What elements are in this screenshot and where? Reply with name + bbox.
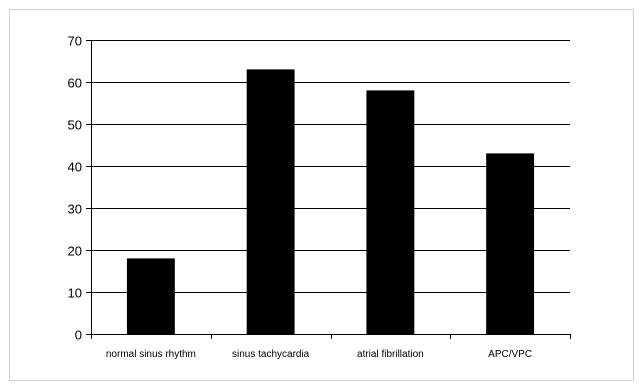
y-tick-label: 30 [68, 202, 82, 217]
axes [86, 40, 571, 339]
y-tick-labels: 0 10 20 30 40 50 60 70 [68, 34, 82, 343]
y-tick-label: 40 [68, 160, 82, 175]
bar [486, 153, 535, 334]
x-tick-label: normal sinus rhythm [106, 349, 196, 360]
y-tick-label: 70 [68, 34, 82, 49]
bars [126, 69, 535, 335]
y-tick-label: 0 [75, 328, 82, 343]
x-tick-label: atrial fibrillation [357, 349, 424, 360]
x-tick-label: sinus tachycardia [232, 349, 310, 360]
y-tick-label: 20 [68, 244, 82, 259]
bar [126, 258, 175, 334]
x-tick-labels: normal sinus rhythm sinus tachycardia atri… [106, 349, 532, 360]
bar [366, 90, 415, 335]
y-tick-label: 10 [68, 286, 82, 301]
bar [246, 69, 295, 335]
y-tick-label: 60 [68, 76, 82, 91]
x-tick-label: APC/VPC [488, 349, 532, 360]
y-tick-label: 50 [68, 118, 82, 133]
